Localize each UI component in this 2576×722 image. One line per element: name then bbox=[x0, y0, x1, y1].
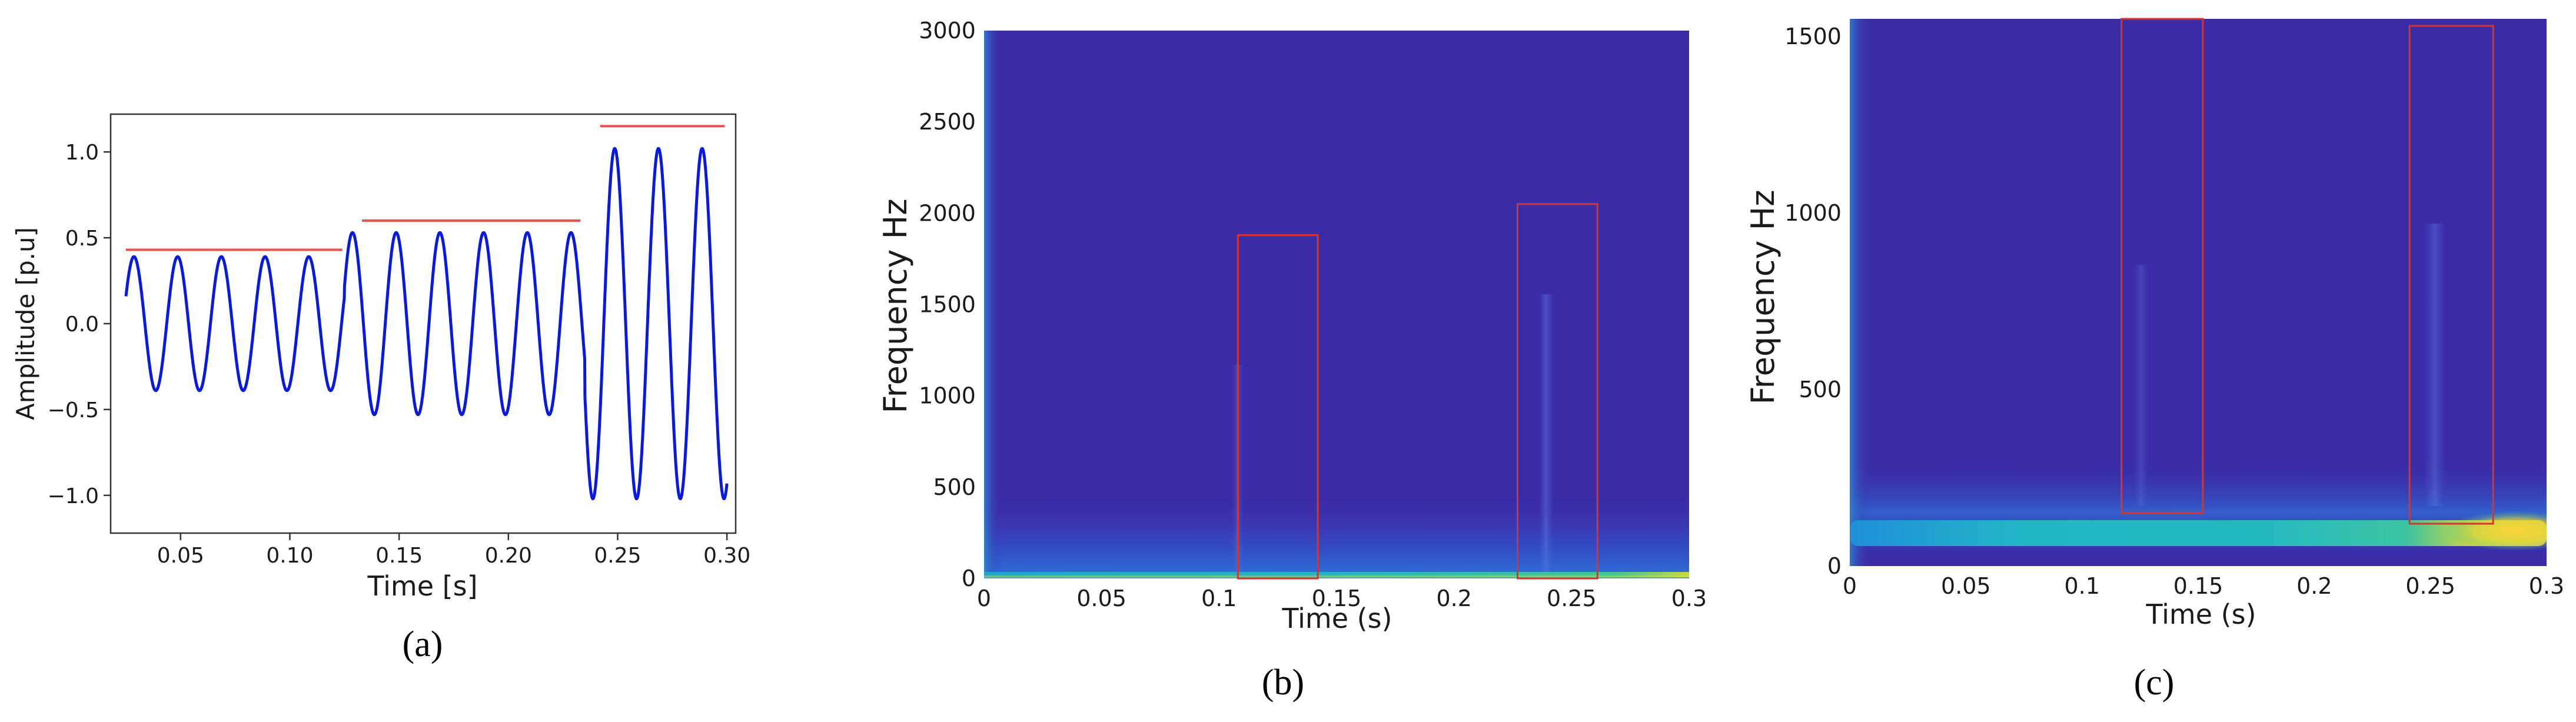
panel-c-x-tick-label: 0.3 bbox=[2529, 573, 2564, 599]
panel-c-transient-streak-2 bbox=[2424, 224, 2446, 506]
panel-c-fundamental-band bbox=[1850, 520, 2547, 546]
panel-c-x-ticks: 0 0.05 0.1 0.15 0.2 0.25 0.3 bbox=[1843, 573, 2564, 599]
panel-c-y-tick-label: 0 bbox=[1827, 553, 1842, 579]
panel-b-transient-streak-2 bbox=[1538, 294, 1554, 578]
panel-c-highlight-box bbox=[2120, 18, 2204, 514]
panel-b-x-tick-label: 0.2 bbox=[1436, 585, 1471, 611]
panel-a-x-ticks: 0.05 0.10 0.15 0.20 0.25 0.30 bbox=[157, 533, 750, 568]
panel-c-x-tick-label: 0.15 bbox=[2173, 573, 2223, 599]
panel-b-y-tick-label: 2500 bbox=[919, 109, 976, 135]
panel-c-y-tick-label: 1500 bbox=[1784, 24, 1842, 49]
panel-a-x-tick-label: 0.25 bbox=[594, 544, 641, 568]
panel-c-spectrogram: 1500 1000 500 0 0 0.05 0.1 0.15 0.2 0.25 0.3 Time… bbox=[1744, 18, 2564, 703]
panel-b-highlight-box bbox=[1516, 203, 1598, 580]
panel-c-y-ticks: 1500 1000 500 0 bbox=[1784, 24, 1842, 579]
panel-a-y-axis-label: Amplitude [p.u] bbox=[11, 227, 40, 420]
panel-b-x-tick-label: 0.25 bbox=[1547, 585, 1597, 611]
panel-c-x-tick-label: 0 bbox=[1843, 573, 1857, 599]
panel-c-y-axis-label: Frequency Hz bbox=[1744, 189, 1781, 404]
panel-c-highlight-box bbox=[2408, 25, 2494, 525]
panel-a-y-tick-label: −0.5 bbox=[48, 398, 99, 422]
panel-b-fundamental-band bbox=[984, 572, 1689, 577]
panel-b-y-tick-label: 3000 bbox=[919, 18, 976, 44]
panel-a-y-tick-label: 0.5 bbox=[65, 227, 99, 251]
panel-c-x-axis-label: Time (s) bbox=[2145, 598, 2256, 630]
panel-c-highlight-boxes bbox=[2120, 18, 2494, 525]
panel-c-caption: (c) bbox=[2134, 663, 2175, 703]
panel-b-y-ticks: 3000 2500 2000 1500 1000 500 0 bbox=[919, 18, 976, 591]
panel-a-y-tick-label: 1.0 bbox=[65, 141, 99, 165]
panel-b-x-tick-label: 0 bbox=[977, 585, 991, 611]
panel-b-y-tick-label: 500 bbox=[933, 474, 976, 500]
panel-b-fundamental-band-core bbox=[984, 575, 1689, 578]
panel-b-spectrogram: 3000 2500 2000 1500 1000 500 0 0 0.05 0.1 0.15 0.2… bbox=[877, 18, 1707, 703]
panel-c-x-tick-label: 0.25 bbox=[2405, 573, 2455, 599]
panel-a-waveform-chart: 1.00.50.0−0.5−1.0 0.05 0.10 0.15 0.20 0.25 0.… bbox=[11, 113, 750, 664]
panel-b-x-axis-label: Time (s) bbox=[1281, 603, 1392, 634]
panel-c-left-edge-glow bbox=[1850, 19, 1870, 566]
panel-a-x-tick-label: 0.15 bbox=[375, 544, 423, 568]
panel-a-signal-line bbox=[124, 147, 729, 501]
panel-c-energy-hotspot bbox=[2445, 511, 2547, 551]
panel-c-x-tick-label: 0.1 bbox=[2064, 573, 2099, 599]
panel-b-x-ticks: 0 0.05 0.1 0.15 0.2 0.25 0.3 bbox=[977, 585, 1707, 611]
panel-a-y-tick-label: 0.0 bbox=[65, 312, 99, 337]
panel-b-highlight-box bbox=[1237, 234, 1319, 580]
panel-c-y-tick-label: 1000 bbox=[1784, 200, 1842, 226]
panel-a-x-axis-label: Time [s] bbox=[367, 570, 477, 602]
panel-a-x-tick-label: 0.05 bbox=[157, 544, 204, 568]
panel-c-transient-streak-1 bbox=[2133, 265, 2149, 506]
panel-b-low-frequency-glow bbox=[984, 494, 1689, 578]
panel-b-y-tick-label: 2000 bbox=[919, 200, 976, 226]
panel-a-caption: (a) bbox=[403, 624, 443, 664]
panel-b-y-tick-label: 1000 bbox=[919, 383, 976, 409]
panel-c-x-tick-label: 0.05 bbox=[1941, 573, 1991, 599]
panel-b-y-tick-label: 0 bbox=[962, 565, 976, 591]
panel-a-x-tick-label: 0.10 bbox=[266, 544, 313, 568]
panel-b-heatmap-background bbox=[984, 31, 1689, 578]
panel-a-x-tick-label: 0.20 bbox=[485, 544, 532, 568]
panel-b-x-tick-label: 0.15 bbox=[1312, 585, 1362, 611]
panel-c-heatmap bbox=[1850, 19, 2547, 566]
panel-a-x-tick-label: 0.30 bbox=[703, 544, 750, 568]
panel-c-x-tick-label: 0.2 bbox=[2296, 573, 2332, 599]
panel-a-level-lines bbox=[125, 125, 725, 251]
panel-c-y-tick-label: 500 bbox=[1799, 377, 1842, 402]
panel-a-y-tick-label: −1.0 bbox=[48, 484, 99, 508]
panel-a-y-ticks: 1.0 0.5 0.0 −0.5 −1.0 bbox=[48, 141, 111, 508]
panel-b-heatmap bbox=[984, 31, 1689, 578]
panel-b-left-edge-glow bbox=[984, 31, 1001, 578]
panel-b-x-tick-label: 0.05 bbox=[1076, 585, 1126, 611]
panel-b-caption: (b) bbox=[1262, 663, 1304, 703]
panel-b-y-tick-label: 1500 bbox=[919, 292, 976, 318]
panel-b-y-axis-label: Frequency Hz bbox=[877, 198, 914, 413]
panel-b-x-tick-label: 0.3 bbox=[1671, 585, 1707, 611]
panel-b-highlight-boxes bbox=[1237, 203, 1598, 580]
panel-b-x-tick-label: 0.1 bbox=[1201, 585, 1237, 611]
